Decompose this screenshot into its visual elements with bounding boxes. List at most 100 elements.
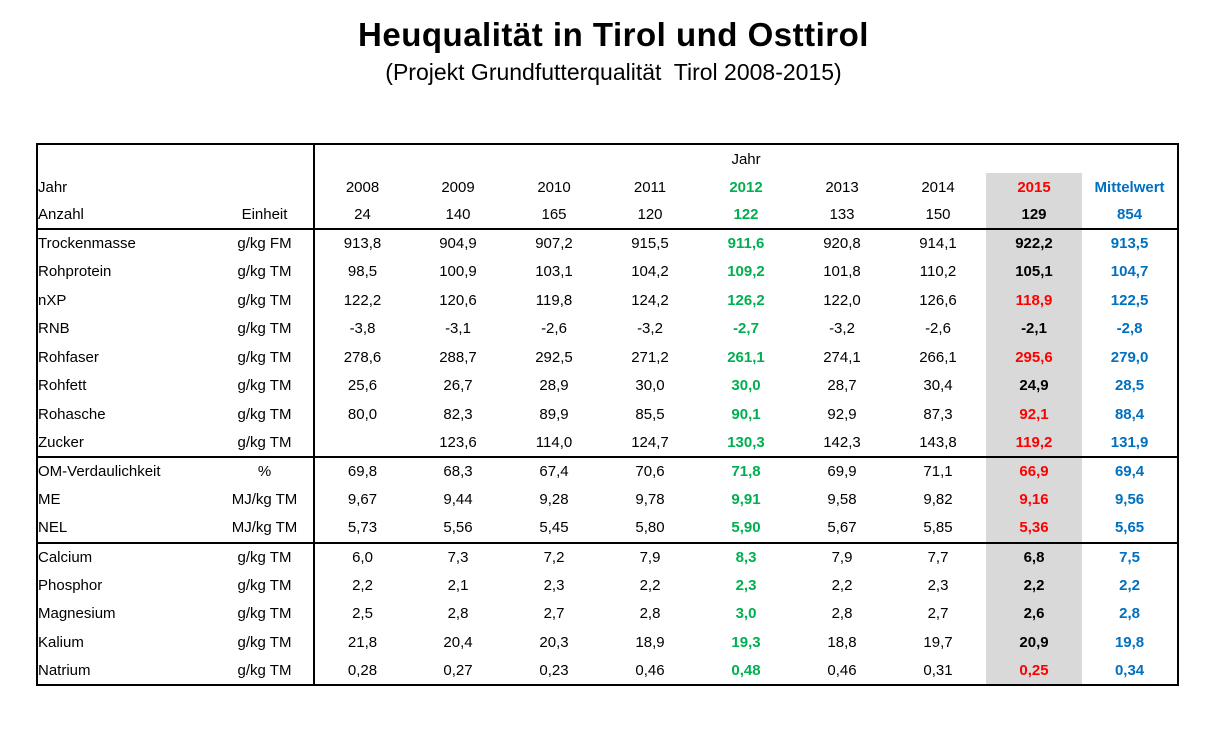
unit-cell: g/kg TM — [216, 628, 315, 657]
table-row: ME MJ/kg TM 9,67 9,44 9,28 9,78 9,91 9,58 9,82 9,… — [37, 485, 1178, 514]
value-cell-2: 907,2 — [535, 235, 573, 253]
value-cell-4: 130,3 — [698, 428, 794, 458]
value-cell-3: 2,8 — [639, 605, 661, 623]
value-cell-7: 24,9 — [986, 371, 1082, 400]
einheit-header: Einheit — [216, 201, 315, 230]
value-cell-6: 126,6 — [919, 291, 957, 309]
value-cell-4: -2,7 — [733, 320, 759, 338]
value-cell-6: -2,6 — [925, 320, 951, 338]
value-cell-4: 911,6 — [727, 235, 765, 253]
value-cell-1: 20,4 — [443, 633, 473, 651]
value-cell-8: 7,5 — [1119, 548, 1140, 566]
year-header-8: Mittelwert — [1094, 178, 1165, 196]
row-label: Rohfett — [38, 377, 87, 395]
value-cell-8: 5,65 — [1082, 514, 1179, 544]
table-row: Trockenmasse g/kg FM 913,8 904,9 907,2 915,5 9… — [37, 229, 1178, 258]
unit-cell: % — [216, 457, 315, 486]
value-cell-2: 89,9 — [539, 405, 569, 423]
table-row: Rohasche g/kg TM 80,0 82,3 89,9 85,5 90,1 92,9 8… — [37, 400, 1178, 429]
table-row: Zucker g/kg TM 123,6 114,0 124,7 130,3 142,3 14… — [37, 428, 1179, 458]
value-cell-4: 0,48 — [731, 661, 761, 679]
value-cell-6: 30,4 — [923, 377, 953, 395]
value-cell-8: 69,4 — [1114, 463, 1145, 481]
value-cell-4: 19,3 — [731, 633, 761, 651]
value-cell-8: 2,2 — [1119, 576, 1140, 594]
value-cell-0 — [314, 428, 410, 458]
value-cell-5: 7,9 — [831, 548, 853, 566]
unit-cell: g/kg FM — [216, 229, 315, 258]
jahr-span-header: Jahr — [731, 150, 761, 168]
value-cell-5: -3,2 — [829, 320, 855, 338]
value-cell-7: 922,2 — [986, 229, 1082, 258]
value-cell-3: 18,9 — [635, 633, 665, 651]
unit-cell: g/kg TM — [216, 542, 315, 571]
value-cell-0: 69,8 — [347, 463, 378, 481]
value-cell-4: 3,0 — [735, 605, 757, 623]
value-cell-8: 131,9 — [1082, 428, 1179, 458]
unit-cell: g/kg TM — [216, 257, 315, 286]
count-cell-8: 854 — [1082, 201, 1179, 230]
year-header-1: 2009 — [441, 178, 475, 196]
value-cell-6: 9,82 — [923, 491, 953, 509]
value-cell-0: 98,5 — [347, 263, 378, 281]
value-cell-1: 2,8 — [447, 605, 469, 623]
year-header-3: 2011 — [633, 178, 667, 196]
table-row: Phosphor g/kg TM 2,2 2,1 2,3 2,2 2,3 2,2 2,3 2,2 2… — [37, 571, 1178, 600]
value-cell-5: 69,9 — [827, 463, 857, 481]
value-cell-4: 90,1 — [731, 405, 761, 423]
table-row: NEL MJ/kg TM 5,73 5,56 5,45 5,80 5,90 5,67 5,85 5… — [37, 514, 1179, 544]
value-cell-0: 80,0 — [347, 405, 378, 423]
value-cell-7: 0,25 — [986, 656, 1082, 685]
value-cell-2: 0,23 — [539, 661, 569, 679]
value-cell-5: 122,0 — [823, 291, 861, 309]
row-label: Rohasche — [38, 405, 106, 423]
value-cell-5: 142,3 — [794, 428, 890, 458]
value-cell-5: 2,2 — [831, 576, 853, 594]
value-cell-0: 122,2 — [343, 291, 382, 309]
value-cell-2: 103,1 — [535, 263, 573, 281]
table-row: nXP g/kg TM 122,2 120,6 119,8 124,2 126,2 122,0… — [37, 286, 1178, 315]
unit-cell: g/kg TM — [216, 656, 315, 685]
value-cell-1: -3,1 — [445, 320, 471, 338]
value-cell-3: 85,5 — [635, 405, 665, 423]
value-cell-0: 21,8 — [347, 633, 378, 651]
value-cell-1: 904,9 — [439, 235, 477, 253]
value-cell-7: 92,1 — [986, 400, 1082, 429]
value-cell-0: 278,6 — [343, 348, 382, 366]
value-cell-7: 9,16 — [986, 485, 1082, 514]
table-row: OM-Verdaulichkeit% 69,8 68,3 67,4 70,6 71,8 69… — [37, 457, 1178, 486]
count-cell-0: 24 — [314, 201, 410, 230]
value-cell-6: 0,31 — [923, 661, 953, 679]
value-cell-3: 5,80 — [602, 514, 698, 544]
value-cell-3: -3,2 — [637, 320, 663, 338]
value-cell-2: 67,4 — [539, 463, 569, 481]
year-header-0: 2008 — [345, 178, 380, 196]
value-cell-7: 119,2 — [986, 428, 1082, 458]
value-cell-2: 28,9 — [539, 377, 569, 395]
value-cell-1: 7,3 — [447, 548, 469, 566]
value-cell-8: 2,8 — [1119, 605, 1140, 623]
jahr-row-label: Jahr — [38, 178, 68, 196]
table-row: RNB g/kg TM -3,8 -3,1 -2,6 -3,2 -2,7 -3,2 -2,6 -2… — [37, 314, 1178, 343]
unit-header-spacer — [216, 173, 315, 201]
value-cell-2: -2,6 — [541, 320, 567, 338]
value-cell-8: 0,34 — [1114, 661, 1145, 679]
value-cell-1: 120,6 — [439, 291, 477, 309]
table-row: Rohfaser g/kg TM 278,6 288,7 292,5 271,2 261,1… — [37, 343, 1178, 372]
page-subtitle: (Projekt Grundfutterqualität Tirol 2008-… — [385, 59, 842, 85]
value-cell-0: -3,8 — [349, 320, 376, 338]
value-cell-7: 105,1 — [986, 257, 1082, 286]
value-cell-8: 913,5 — [1110, 235, 1149, 253]
anzahl-row-label: Anzahl — [37, 201, 216, 230]
value-cell-4: 2,3 — [735, 576, 757, 594]
value-cell-0: 0,28 — [347, 661, 378, 679]
value-cell-0: 913,8 — [343, 235, 382, 253]
value-cell-6: 71,1 — [923, 463, 953, 481]
hay-quality-table: Jahr Jahr 2008 2009 2010 2011 2012 2013 2014 20… — [36, 143, 1180, 686]
value-cell-2: 5,45 — [506, 514, 602, 544]
value-cell-6: 266,1 — [919, 348, 957, 366]
unit-cell: g/kg TM — [216, 400, 315, 429]
value-cell-3: 70,6 — [635, 463, 665, 481]
value-cell-5: 920,8 — [823, 235, 861, 253]
jahr-span-row: Jahr — [37, 144, 1178, 173]
